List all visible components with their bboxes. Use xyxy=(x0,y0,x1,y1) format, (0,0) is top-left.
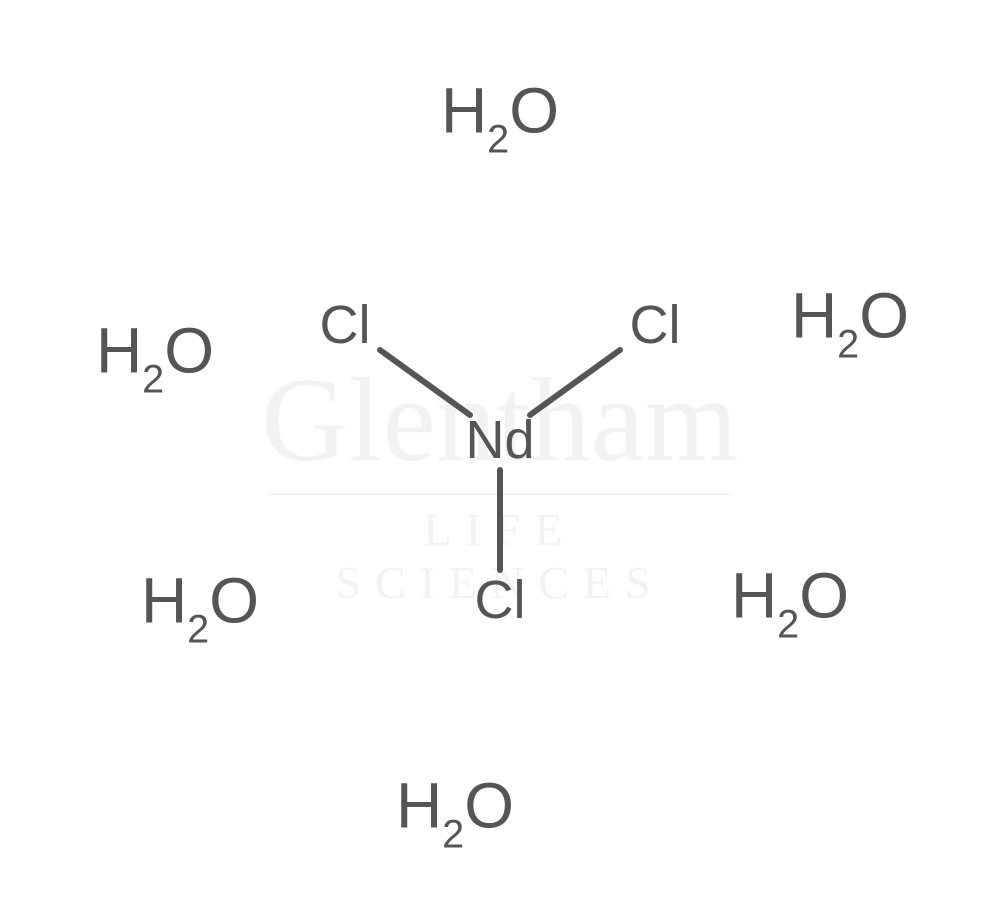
bond-Nd-Cl1 xyxy=(380,350,470,415)
bond-layer xyxy=(0,0,1000,900)
bond-Nd-Cl2 xyxy=(530,350,620,415)
diagram-canvas: Glentham LIFE SCIENCES NdClClClH2OH2OH2O… xyxy=(0,0,1000,900)
